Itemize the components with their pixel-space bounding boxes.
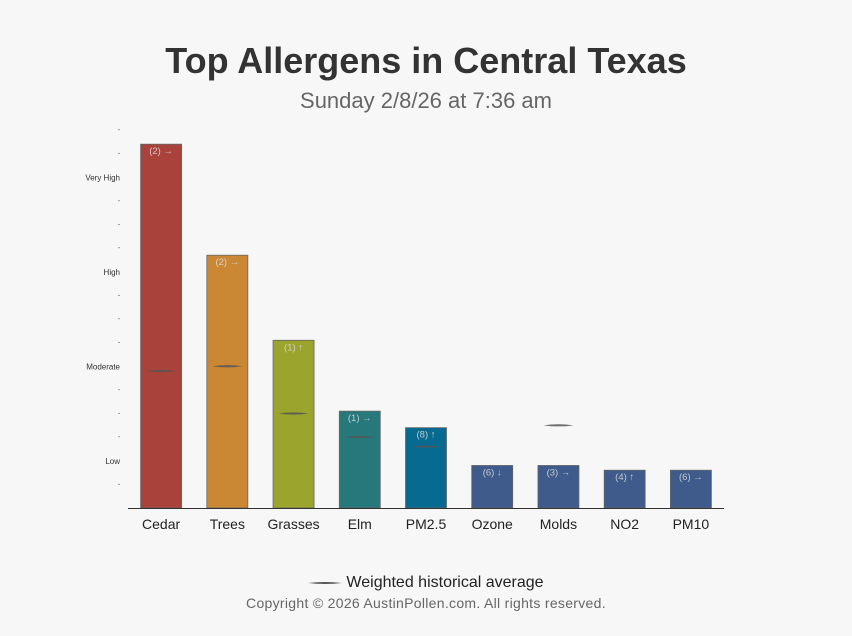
legend: Weighted historical average [0,574,852,592]
historical-average-marker [278,412,309,415]
x-tick-label: Molds [540,516,577,532]
bar-value-label: (3) → [547,467,571,478]
historical-average-marker [344,436,375,439]
bar-pm25 [405,427,447,509]
legend-label: Weighted historical average [346,574,544,591]
y-minor-tick: - [118,125,121,134]
historical-average-marker [146,369,177,373]
x-tick-label: Trees [210,516,245,532]
x-tick-label: PM10 [673,516,710,532]
bar-value-label: (8) ↑ [417,430,436,441]
x-tick-label: Cedar [142,516,180,532]
historical-average-legend-icon [308,581,343,584]
copyright-text: Copyright © 2026 AustinPollen.com. All r… [246,595,606,611]
y-minor-tick: - [118,385,121,394]
y-minor-tick: - [118,479,121,488]
bar-pm10 [669,469,712,509]
y-minor-tick: - [118,220,121,229]
bar-chart: - - - - - - - - - - - - Low Moderate High Very High (2) … [85,125,724,532]
bar-trees [206,254,249,509]
historical-average-marker [411,445,441,448]
y-tick-label: Very High [85,173,120,182]
y-minor-tick: - [118,243,121,252]
y-minor-tick: - [118,196,121,205]
y-minor-tick: - [118,314,121,323]
x-tick-label: Ozone [472,516,513,532]
bar-value-label: (6) → [679,472,703,483]
y-tick-label: High [104,268,120,277]
y-minor-tick: - [118,338,121,347]
bar-no2 [603,469,646,509]
x-tick-label: Elm [348,516,372,532]
y-minor-tick: - [118,432,121,441]
x-tick-label: Grasses [267,516,319,532]
y-minor-tick: - [118,149,121,158]
y-tick-label: Moderate [86,362,120,371]
bar-cedar [140,143,183,509]
bar-value-label: (1) ↑ [284,342,303,353]
bar-molds [537,465,580,509]
chart-title: Top Allergens in Central Texas [165,40,687,81]
bar-value-label: (2) → [215,257,239,268]
y-minor-tick: - [118,409,121,418]
bar-elm [338,410,381,509]
bar-grasses [272,339,315,509]
bar-value-label: (4) ↑ [615,472,634,483]
bar-value-label: (6) ↓ [483,467,502,478]
y-tick-label: Low [105,457,120,466]
bar-value-label: (1) → [348,413,372,424]
chart-subtitle: Sunday 2/8/26 at 7:36 am [300,88,552,113]
bar-value-label: (2) → [149,146,173,157]
y-minor-tick: - [118,290,121,299]
historical-average-marker [212,365,243,368]
x-tick-label: PM2.5 [406,516,447,532]
x-tick-label: NO2 [610,516,639,532]
historical-average-marker [543,424,574,427]
